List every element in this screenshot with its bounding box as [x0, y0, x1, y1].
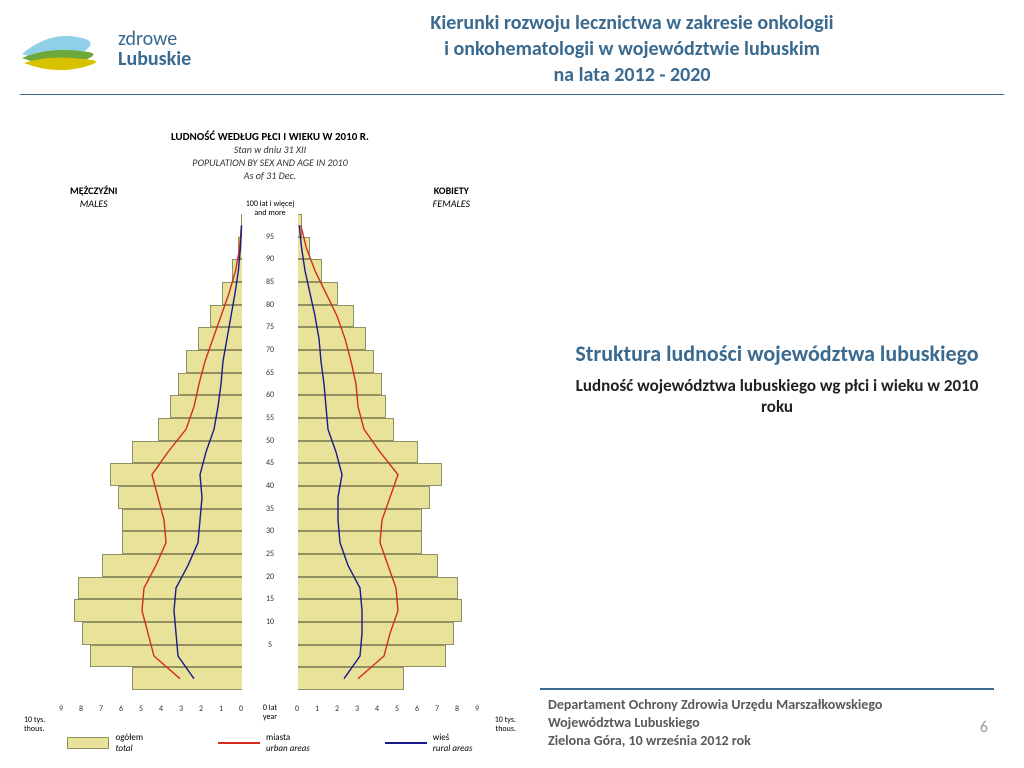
- header: zdrowe Lubuskie Kierunki rozwoju lecznic…: [0, 0, 1024, 88]
- legend-rural: wieśrural areas: [385, 732, 473, 754]
- footer: Departament Ochrony Zdrowia Urzędu Marsz…: [548, 696, 882, 751]
- females-header: KOBIETY FEMALES: [433, 184, 470, 210]
- logo-line1: zdrowe: [118, 29, 191, 49]
- legend-total: ogółemtotal: [67, 732, 143, 754]
- chart-subtitle-en: As of 31 Dec.: [10, 169, 530, 182]
- chart-title-en: POPULATION BY SEX AND AGE IN 2010: [10, 156, 530, 169]
- right-sub: Ludność województwa lubuskiego wg płci i…: [560, 375, 994, 417]
- population-pyramid-chart: LUDNOŚĆ WEDŁUG PŁCI I WIEKU W 2010 R. St…: [10, 120, 530, 750]
- pyramid-plot: MĘŻCZYŹNI MALES KOBIETY FEMALES 100 lat …: [30, 202, 510, 702]
- title-l1: Kierunki rozwoju lecznictwa w zakresie o…: [260, 10, 1004, 36]
- title-l3: na lata 2012 - 2020: [260, 62, 1004, 88]
- footer-l1: Departament Ochrony Zdrowia Urzędu Marsz…: [548, 696, 882, 714]
- footer-divider: [540, 688, 994, 690]
- males-header: MĘŻCZYŹNI MALES: [70, 184, 117, 210]
- divider: [20, 94, 1004, 95]
- right-panel: Struktura ludności województwa lubuskieg…: [560, 340, 994, 417]
- logo-icon: [20, 24, 110, 74]
- legend-urban: miastaurban areas: [218, 732, 310, 754]
- swatch-rural: [385, 742, 427, 744]
- axis-top: 100 lat i więcejand more: [246, 200, 295, 218]
- logo-line2: Lubuskie: [118, 49, 191, 69]
- swatch-urban: [218, 742, 260, 744]
- bars-males: [42, 214, 242, 690]
- page-title: Kierunki rozwoju lecznictwa w zakresie o…: [260, 10, 1004, 88]
- chart-subtitle-pl: Stan w dniu 31 XII: [10, 143, 530, 156]
- page-number: 6: [980, 718, 988, 737]
- footer-l2: Województwa Lubuskiego: [548, 714, 882, 732]
- bars-females: [298, 214, 498, 690]
- chart-title-pl: LUDNOŚĆ WEDŁUG PŁCI I WIEKU W 2010 R.: [10, 130, 530, 143]
- axis-bottom: 0 latyear: [263, 704, 277, 722]
- swatch-total: [67, 737, 109, 749]
- logo-text: zdrowe Lubuskie: [118, 29, 191, 69]
- right-heading: Struktura ludności województwa lubuskieg…: [560, 340, 994, 367]
- footer-l3: Zielona Góra, 10 września 2012 rok: [548, 732, 882, 750]
- chart-legend: ogółemtotal miastaurban areas wieśrural …: [30, 732, 510, 754]
- title-l2: i onkohematologii w województwie lubuski…: [260, 36, 1004, 62]
- logo: zdrowe Lubuskie: [20, 24, 260, 74]
